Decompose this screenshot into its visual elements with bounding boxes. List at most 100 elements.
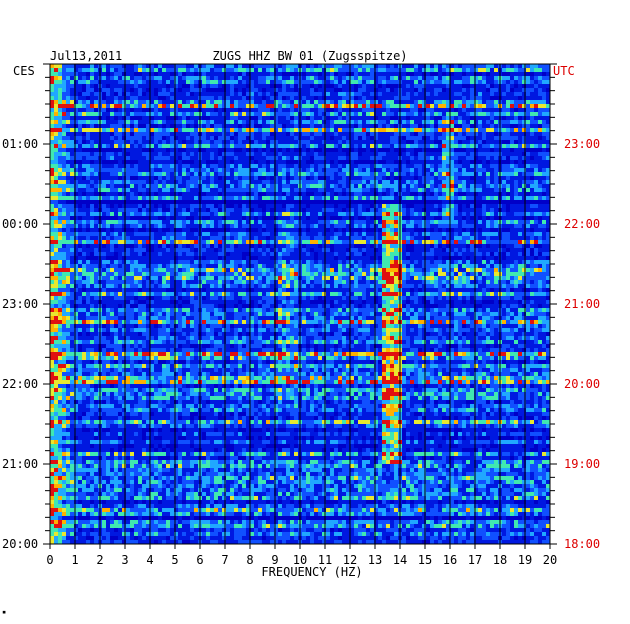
spectrogram-cell: [250, 232, 254, 236]
spectrogram-cell: [86, 128, 90, 132]
spectrogram-cell: [350, 76, 354, 80]
spectrogram-cell: [254, 220, 258, 224]
spectrogram-cell: [158, 180, 162, 184]
spectrogram-cell: [354, 216, 358, 220]
spectrogram-cell: [294, 220, 298, 224]
spectrogram-cell: [378, 236, 382, 240]
spectrogram-cell: [130, 152, 134, 156]
spectrogram-cell: [362, 224, 366, 228]
spectrogram-cell: [258, 68, 262, 72]
spectrogram-cell: [454, 132, 458, 136]
spectrogram-cell: [202, 108, 206, 112]
spectrogram-cell: [490, 160, 494, 164]
spectrogram-cell: [226, 184, 230, 188]
spectrogram-cell: [150, 176, 154, 180]
spectrogram-cell: [378, 108, 382, 112]
spectrogram-cell: [78, 180, 82, 184]
spectrogram-cell: [478, 88, 482, 92]
spectrogram-cell: [174, 156, 178, 160]
spectrogram-cell: [182, 120, 186, 124]
spectrogram-cell: [222, 72, 226, 76]
spectrogram-cell: [114, 220, 118, 224]
spectrogram-cell: [262, 112, 266, 116]
spectrogram-cell: [214, 196, 218, 200]
spectrogram-cell: [154, 144, 158, 148]
spectrogram-cell: [218, 216, 222, 220]
spectrogram-cell: [142, 144, 146, 148]
spectrogram-cell: [490, 112, 494, 116]
spectrogram-cell: [90, 144, 94, 148]
spectrogram-cell: [230, 176, 234, 180]
spectrogram-cell: [294, 128, 298, 132]
spectrogram-cell: [526, 84, 530, 88]
spectrogram-cell: [74, 180, 78, 184]
spectrogram-cell: [314, 208, 318, 212]
spectrogram-cell: [258, 168, 262, 172]
spectrogram-cell: [358, 232, 362, 236]
spectrogram-cell: [162, 140, 166, 144]
spectrogram-cell: [370, 236, 374, 240]
spectrogram-cell: [78, 80, 82, 84]
spectrogram-cell: [302, 168, 306, 172]
spectrogram-cell: [446, 216, 450, 220]
spectrogram-cell: [414, 120, 418, 124]
spectrogram-cell: [442, 148, 446, 152]
spectrogram-cell: [122, 104, 126, 108]
spectrogram-cell: [66, 244, 70, 248]
spectrogram-cell: [94, 212, 98, 216]
spectrogram-cell: [154, 120, 158, 124]
spectrogram-cell: [526, 184, 530, 188]
spectrogram-cell: [222, 92, 226, 96]
spectrogram-cell: [242, 232, 246, 236]
spectrogram-cell: [166, 128, 170, 132]
spectrogram-cell: [410, 108, 414, 112]
spectrogram-cell: [114, 212, 118, 216]
spectrogram-cell: [90, 192, 94, 196]
spectrogram-cell: [466, 232, 470, 236]
spectrogram-cell: [50, 168, 54, 172]
spectrogram-cell: [366, 196, 370, 200]
spectrogram-cell: [62, 72, 66, 76]
spectrogram-cell: [102, 184, 106, 188]
spectrogram-cell: [174, 192, 178, 196]
spectrogram-cell: [290, 88, 294, 92]
spectrogram-cell: [482, 192, 486, 196]
spectrogram-cell: [254, 144, 258, 148]
spectrogram-cell: [430, 240, 434, 244]
spectrogram-cell: [354, 188, 358, 192]
spectrogram-cell: [450, 168, 454, 172]
spectrogram-cell: [138, 96, 142, 100]
spectrogram-cell: [126, 80, 130, 84]
spectrogram-cell: [442, 120, 446, 124]
spectrogram-cell: [382, 84, 386, 88]
spectrogram-cell: [450, 84, 454, 88]
spectrogram-cell: [278, 116, 282, 120]
spectrogram-cell: [114, 144, 118, 148]
spectrogram-cell: [342, 164, 346, 168]
spectrogram-cell: [82, 216, 86, 220]
spectrogram-cell: [358, 88, 362, 92]
spectrogram-cell: [386, 160, 390, 164]
spectrogram-cell: [330, 112, 334, 116]
spectrogram-cell: [134, 148, 138, 152]
spectrogram-cell: [514, 88, 518, 92]
spectrogram-cell: [522, 128, 526, 132]
spectrogram-cell: [306, 180, 310, 184]
spectrogram-cell: [66, 96, 70, 100]
spectrogram-cell: [506, 128, 510, 132]
spectrogram-cell: [290, 104, 294, 108]
spectrogram-cell: [58, 244, 62, 248]
spectrogram-cell: [406, 112, 410, 116]
spectrogram-cell: [450, 104, 454, 108]
spectrogram-cell: [118, 184, 122, 188]
spectrogram-cell: [158, 156, 162, 160]
spectrogram-cell: [386, 156, 390, 160]
spectrogram-cell: [434, 108, 438, 112]
spectrogram-cell: [70, 156, 74, 160]
spectrogram-cell: [470, 156, 474, 160]
spectrogram-cell: [466, 132, 470, 136]
spectrogram-cell: [54, 156, 58, 160]
spectrogram-cell: [218, 188, 222, 192]
spectrogram-cell: [78, 84, 82, 88]
spectrogram-cell: [114, 136, 118, 140]
